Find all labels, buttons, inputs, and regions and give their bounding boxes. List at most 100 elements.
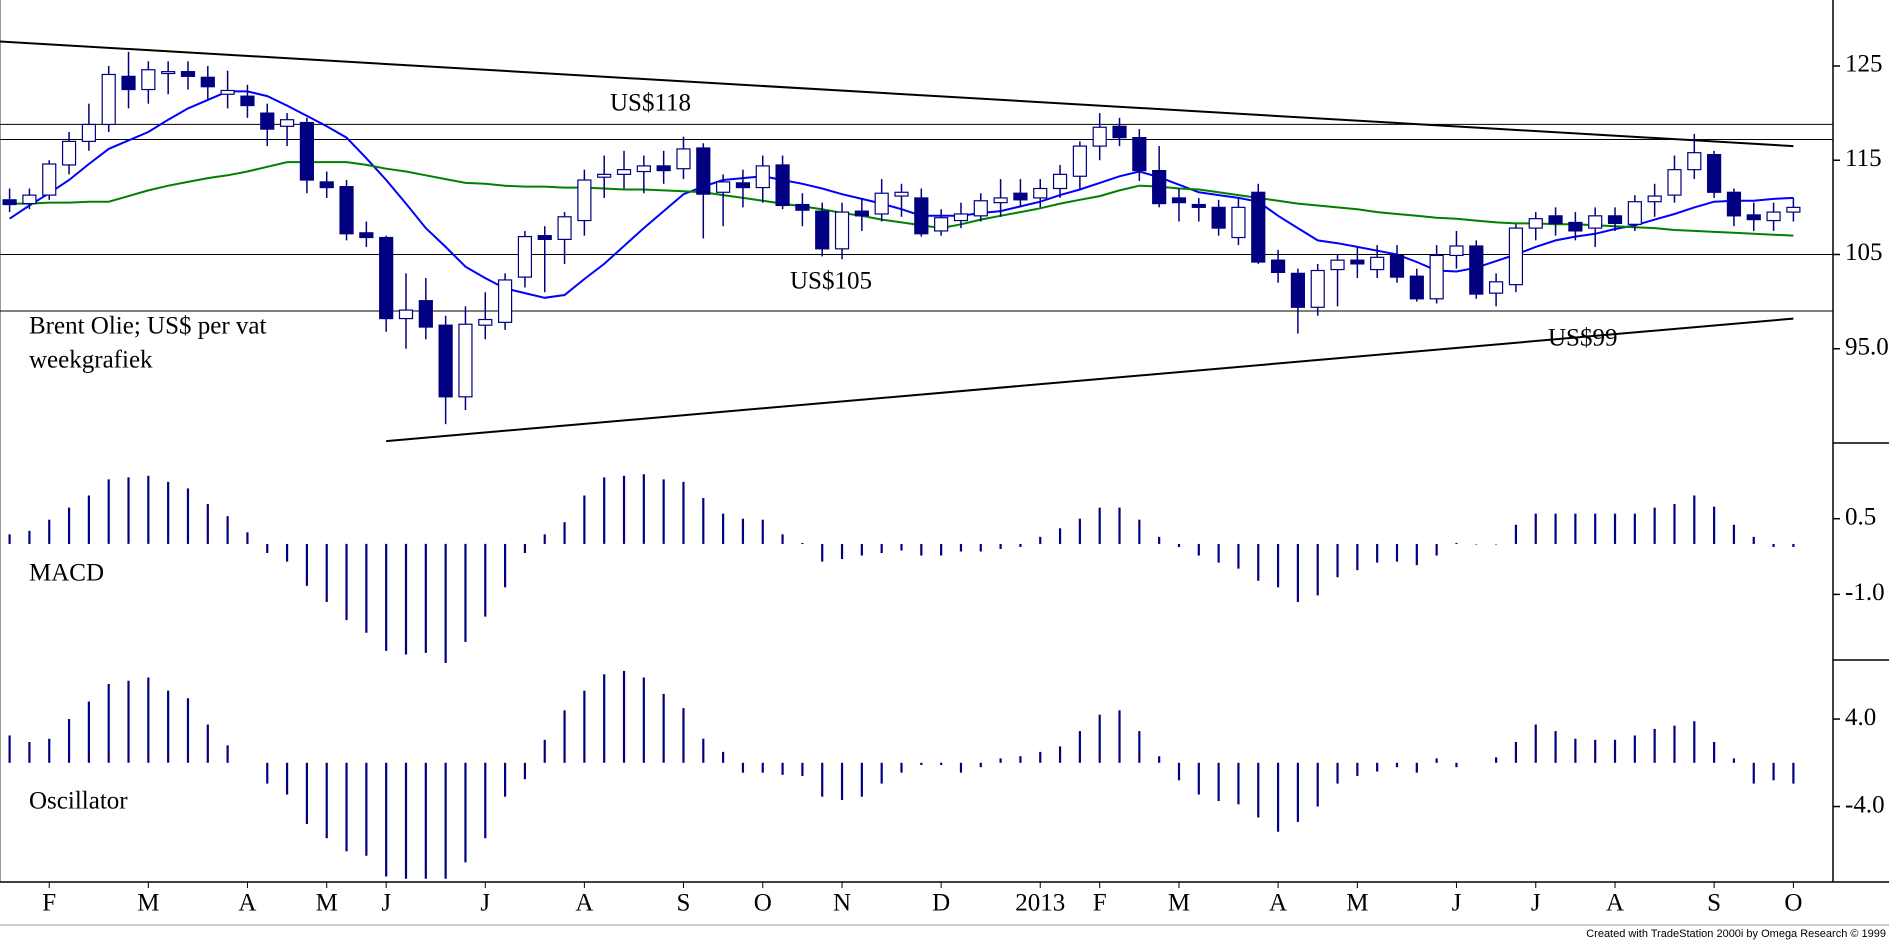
candle-body [1607, 215, 1623, 224]
candle-body [755, 165, 770, 189]
candle-body [161, 71, 176, 75]
chart-title: Brent Olie; US$ per vat [29, 313, 267, 340]
candle-body [478, 318, 493, 326]
x-tick-label: N [833, 890, 851, 917]
candle-body [1766, 211, 1781, 222]
candle-body [914, 197, 929, 235]
x-tick-label: J [1452, 890, 1462, 917]
y-tick-label: 0.5 [1845, 503, 1876, 530]
candle-body [696, 147, 711, 195]
candle-body [121, 75, 136, 91]
candle-body [1488, 281, 1504, 294]
candle-body [874, 192, 889, 215]
candle-body [1330, 259, 1345, 271]
candle-body [1251, 191, 1266, 263]
x-tick-label: F [42, 890, 56, 917]
candle-body [716, 181, 731, 193]
candle-body [1449, 245, 1464, 257]
candle-body [1211, 206, 1226, 229]
x-tick-label: M [316, 890, 338, 917]
candle-body [1588, 215, 1603, 229]
candle-body [577, 179, 592, 222]
x-tick-label: D [932, 890, 950, 917]
x-tick-label: O [754, 890, 772, 917]
x-tick-label: S [677, 890, 691, 917]
candle-body [22, 194, 37, 205]
candle-body [1152, 170, 1167, 205]
candle-body [1092, 126, 1107, 147]
candle-body [517, 235, 533, 278]
x-tick-label: J [381, 890, 391, 917]
candle-body [1726, 191, 1742, 217]
trend-line [386, 317, 1794, 443]
x-tick-label: A [575, 890, 593, 917]
candle-body [240, 95, 255, 107]
panel-label: Oscillator [29, 788, 128, 815]
panel-label: MACD [29, 560, 104, 587]
candle-body [676, 148, 691, 170]
candle-body [894, 191, 909, 197]
annotation: US$105 [790, 268, 872, 295]
candle-body [795, 203, 810, 211]
y-tick-label: 115 [1845, 145, 1882, 172]
candle-body [1290, 272, 1306, 308]
candle-body [934, 217, 949, 232]
candle-body [854, 210, 869, 217]
candle-body [1469, 245, 1484, 295]
x-tick-label: 2013 [1015, 890, 1065, 917]
candle-body [1231, 206, 1246, 239]
y-tick-label: 95.0 [1845, 333, 1889, 360]
candle-body [359, 232, 374, 239]
candle-body [1647, 195, 1662, 203]
candle-body [1132, 137, 1147, 172]
candle-body [1370, 256, 1385, 271]
candle-body [1052, 173, 1068, 190]
x-tick-label: M [1168, 890, 1190, 917]
candle-body [1508, 227, 1524, 286]
y-tick-label: -4.0 [1845, 791, 1885, 818]
candle-body [1548, 215, 1563, 224]
x-tick-label: S [1707, 890, 1721, 917]
candle-body [379, 236, 394, 320]
candle-body [636, 165, 651, 173]
candle-body [557, 216, 572, 241]
trend-line [0, 40, 1794, 148]
candle-body [1667, 169, 1682, 196]
candle-body [418, 300, 433, 328]
candle-body [299, 121, 314, 181]
candle-body [319, 181, 334, 189]
annotation: US$118 [610, 90, 691, 117]
candle-body [1112, 125, 1127, 139]
y-tick-label: 4.0 [1845, 704, 1876, 731]
candle-body [1033, 187, 1048, 199]
candle-body [61, 140, 77, 166]
x-tick-label: A [238, 890, 256, 917]
candle-body [180, 71, 196, 77]
candle-body [616, 169, 632, 175]
candle-body [1568, 221, 1583, 232]
candle-body [458, 323, 473, 398]
y-tick-label: 125 [1845, 51, 1883, 78]
candle-body [1429, 254, 1444, 300]
footer: Created with TradeStation 2000i by Omega… [1586, 928, 1886, 940]
x-tick-label: M [1346, 890, 1368, 917]
candle-body [775, 164, 790, 207]
y-tick-label: -1.0 [1845, 579, 1885, 606]
candle-body [279, 119, 295, 127]
candle-body [1270, 259, 1286, 273]
x-tick-label: A [1606, 890, 1624, 917]
candle-body [2, 199, 17, 206]
x-tick-label: F [1093, 890, 1107, 917]
annotation: US$99 [1548, 325, 1617, 352]
candle-body [81, 123, 96, 142]
candle-body [398, 309, 414, 320]
candle-body [973, 200, 988, 217]
candle-body [1191, 203, 1206, 208]
candle-body [1786, 206, 1801, 213]
candle-body [200, 76, 215, 88]
candle-body [656, 165, 671, 172]
candle-body [1072, 145, 1087, 177]
candle-body [1389, 254, 1405, 278]
candle-body [1707, 153, 1722, 193]
